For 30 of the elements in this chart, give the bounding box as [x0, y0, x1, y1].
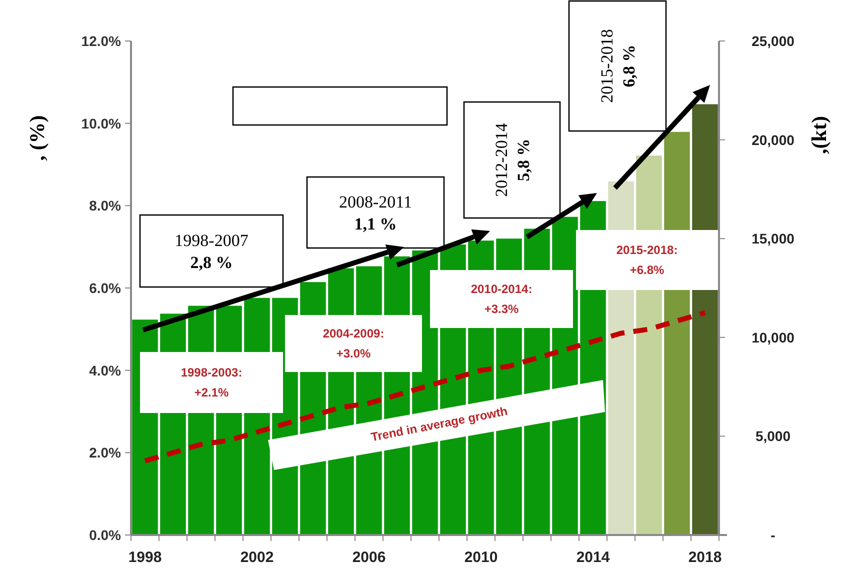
x-tick-label: 2018 [688, 549, 722, 566]
annotation: 2008-2011 1,1 % [338, 192, 412, 234]
annotation: 1998-2007 2,8 % [174, 231, 249, 272]
y2-axis-title: ,(kt) [807, 116, 831, 154]
annotation: 1998-2003: +2.1% [180, 366, 242, 400]
x-tick-label: 2014 [576, 549, 610, 566]
y2-tick-label: 15,000 [752, 230, 795, 247]
annotation: 2010-2014: +3.3% [470, 282, 532, 316]
annotation: 2012-2014 5,8 % [492, 122, 533, 197]
y2-tick-label: - [770, 527, 776, 543]
annotation: 2004-2009: +3.0% [322, 326, 384, 360]
y-axis-title: , (%) [25, 115, 49, 161]
y-tick-label: 2.0% [89, 444, 122, 461]
annotation: 2015-2018 6,8 % [598, 29, 638, 103]
x-tick-label: 2002 [240, 549, 274, 566]
y2-tick-label: 10,000 [752, 329, 795, 346]
x-tick-label: 1998 [128, 549, 162, 566]
y-tick-label: 6.0% [89, 280, 122, 296]
y2-tick-label: 25,000 [752, 33, 795, 49]
y2-tick-label: 5,000 [755, 428, 791, 444]
y-tick-label: 10.0% [81, 115, 122, 132]
annotation: 2015-2018: +6.8% [616, 243, 678, 277]
y-tick-label: 4.0% [89, 362, 122, 378]
y-tick-label: 8.0% [89, 198, 122, 214]
x-tick-label: 2006 [352, 549, 386, 566]
x-tick-label: 2010 [464, 549, 498, 566]
annotation: Trend in average growth [370, 404, 509, 444]
y2-tick-label: 20,000 [752, 132, 795, 148]
y-tick-label: 0.0% [89, 527, 122, 543]
y-tick-label: 12.0% [81, 33, 122, 49]
